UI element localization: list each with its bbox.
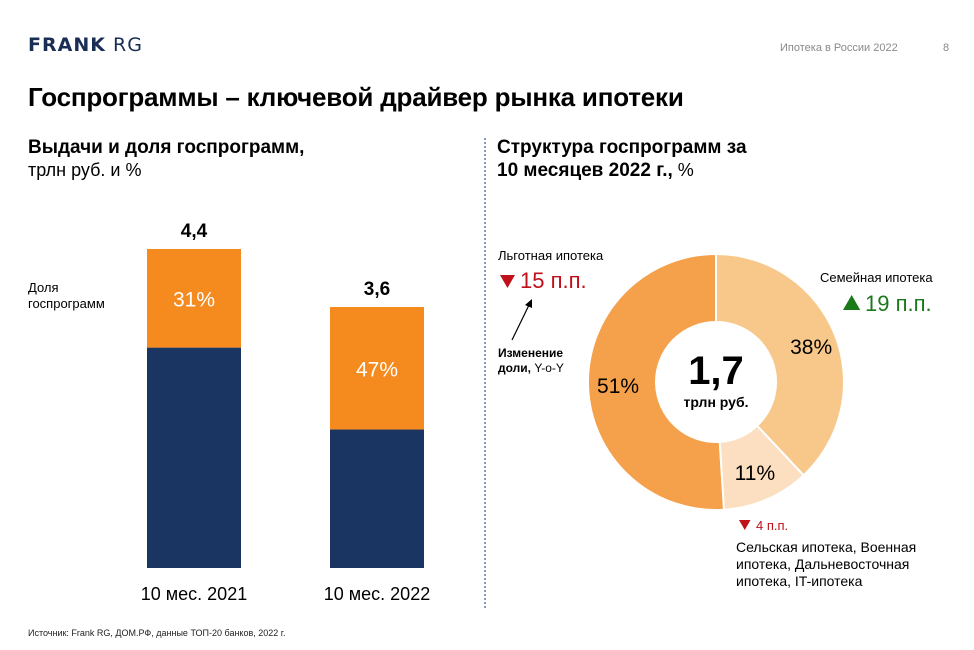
- change-arrow-2-icon: [739, 520, 751, 530]
- donut-slice-1: [715, 252, 845, 477]
- bar-state-share-0: [147, 249, 241, 348]
- slice-name-0: Льготная ипотека: [498, 248, 604, 263]
- pointer-line: [511, 302, 531, 341]
- donut-slice-label-0: 51%: [597, 375, 639, 398]
- change-note-line2: доли, Y-o-Y: [498, 361, 564, 375]
- donut-slice-2: [718, 424, 806, 511]
- slice-name-2-line-2: ипотека, IT-ипотека: [736, 573, 863, 589]
- left-chart-heading: Выдачи и доля госпрограмм,: [28, 137, 305, 158]
- category-label-0: 10 мес. 2021: [141, 584, 247, 604]
- bar-other-1: [330, 429, 424, 568]
- donut-slice-label-1: 38%: [790, 336, 832, 359]
- total-label-0: 4,4: [181, 221, 208, 242]
- header-caption: Ипотека в России 2022: [780, 42, 898, 54]
- donut-center-units: трлн руб.: [684, 394, 749, 410]
- legend-state-share: Доля госпрограмм: [28, 280, 105, 311]
- slice-change-2: 4 п.п.: [756, 518, 788, 533]
- total-label-1: 3,6: [364, 279, 390, 300]
- share-label-1: 47%: [356, 358, 398, 381]
- slice-change-1: 19 п.п.: [865, 291, 932, 316]
- change-note-line1: Изменение: [498, 346, 563, 360]
- right-chart-heading-line1: Структура госпрограмм за: [497, 137, 747, 158]
- page-number: 8: [943, 42, 950, 54]
- donut-slice-label-2: 11%: [735, 462, 775, 485]
- slice-name-2-line-0: Сельская ипотека, Военная: [736, 539, 916, 555]
- bar-state-share-1: [330, 307, 424, 430]
- frank-rg-logo: FRANK RG: [28, 34, 143, 56]
- page-title: Госпрограммы – ключевой драйвер рынка ип…: [28, 82, 684, 112]
- slice-name-1: Семейная ипотека: [820, 270, 933, 285]
- bar-other-0: [147, 347, 241, 568]
- bar-chart: 31% 4,4 10 мес. 2021 47% 3,6 10 мес. 2022: [141, 221, 430, 604]
- donut-slice-0: [587, 252, 726, 511]
- slice-change-0: 15 п.п.: [520, 268, 587, 293]
- category-label-1: 10 мес. 2022: [324, 584, 430, 604]
- source-note: Источник: Frank RG, ДОМ.РФ, данные ТОП-2…: [28, 628, 286, 638]
- right-chart-heading-line2: 10 месяцев 2022 г., %: [497, 160, 694, 181]
- slice-name-2-line-1: ипотека, Дальневосточная: [736, 556, 909, 572]
- change-arrow-0-icon: [500, 275, 515, 288]
- pointer-arrowhead-icon: [525, 299, 532, 308]
- change-arrow-1-icon: [843, 295, 861, 310]
- share-label-0: 31%: [173, 288, 215, 311]
- donut-center-value: 1,7: [688, 349, 744, 393]
- panel-divider: [484, 138, 486, 608]
- left-chart-units: трлн руб. и %: [28, 160, 142, 180]
